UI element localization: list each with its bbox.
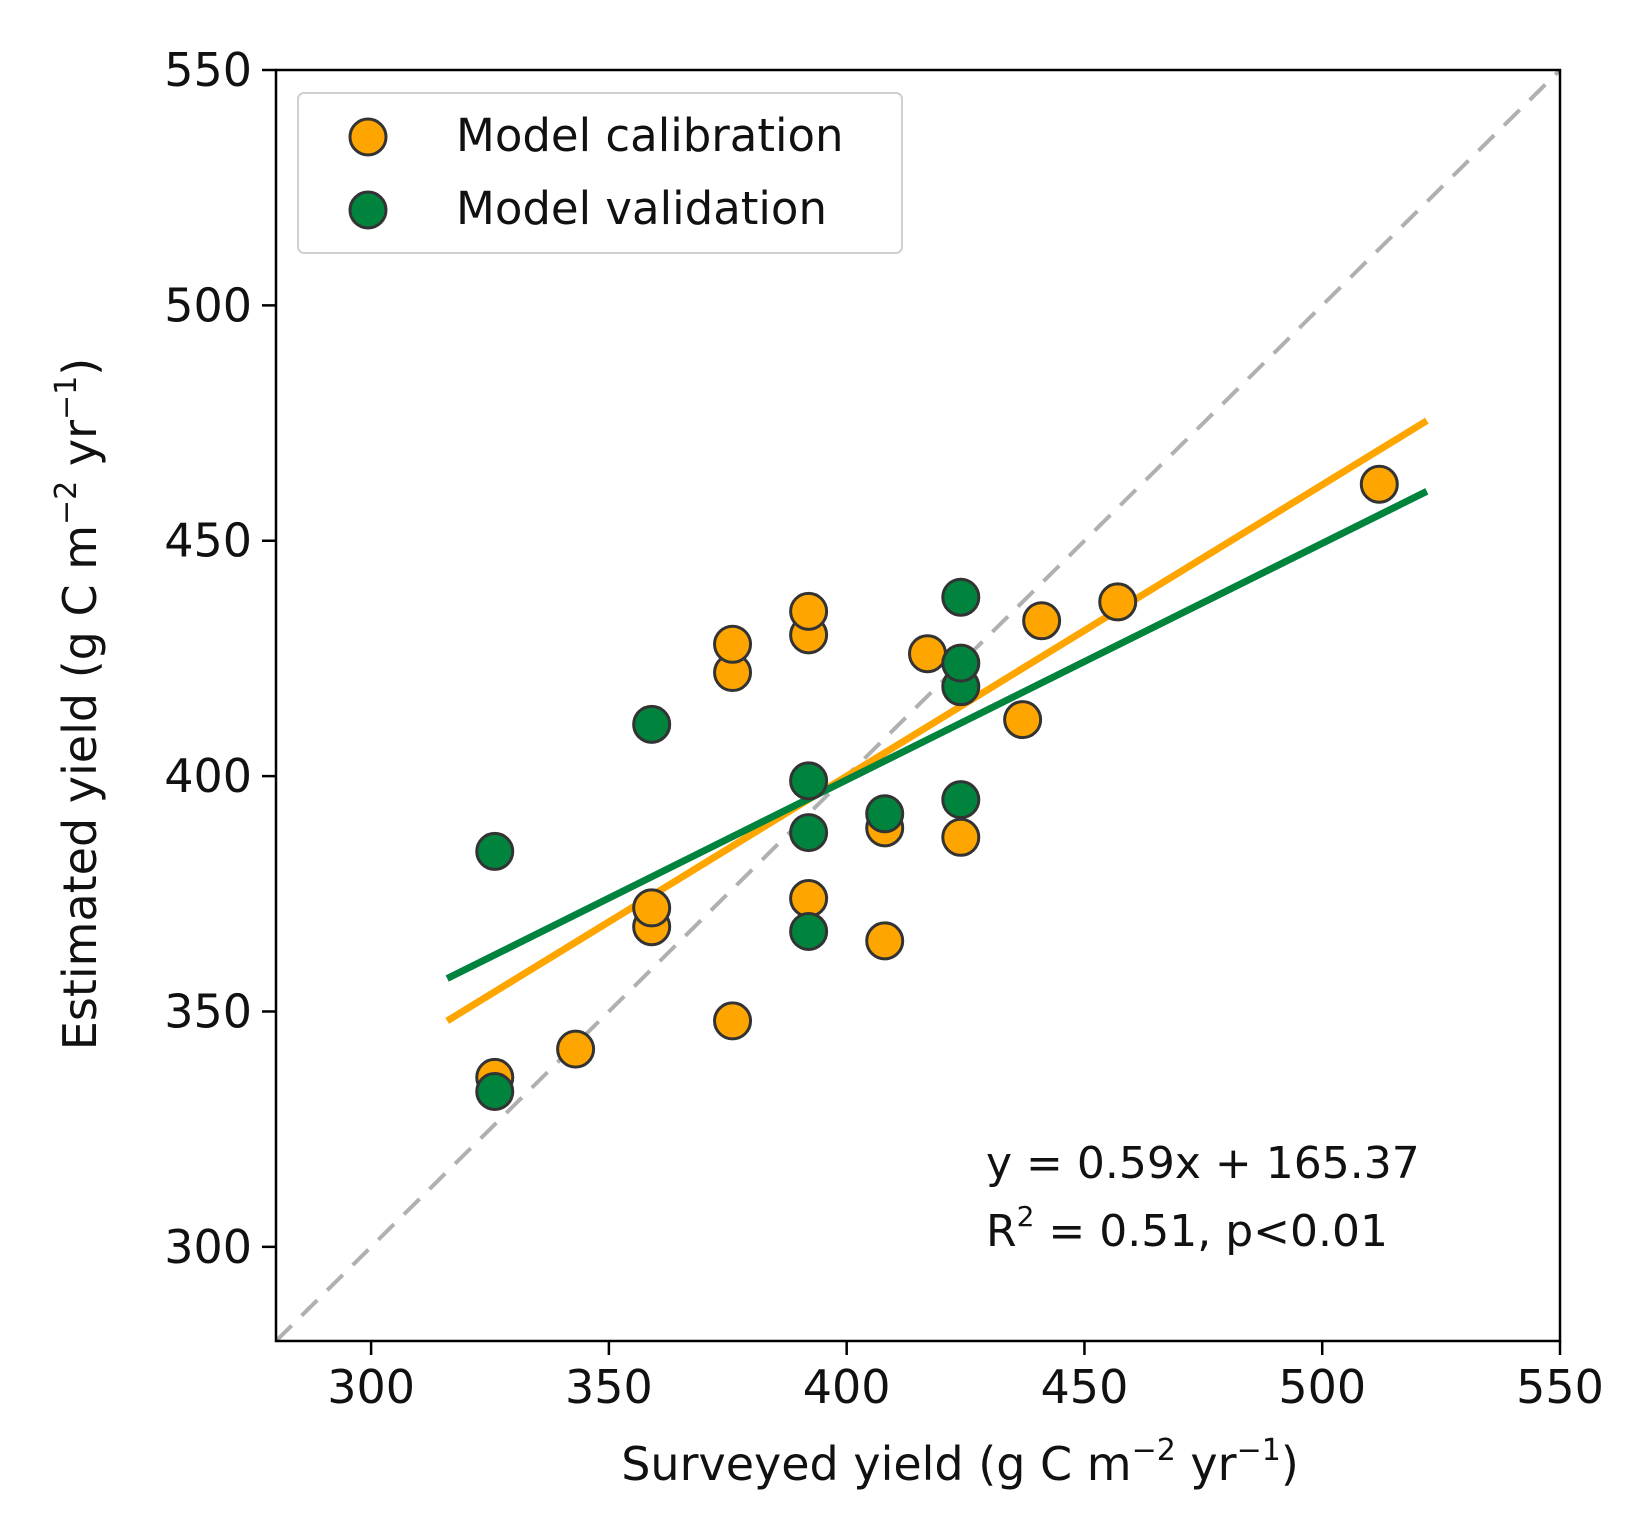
x-tick-label: 550 <box>1516 1360 1604 1414</box>
calibration-point <box>789 591 829 631</box>
calibration-point <box>1098 582 1138 622</box>
y-axis-label-m-exponent: −2 <box>49 481 84 525</box>
calibration-point <box>789 879 829 919</box>
x-tick-label: 500 <box>1278 1360 1366 1414</box>
r2-prefix: R <box>986 1206 1017 1257</box>
y-axis-label: Estimated yield (g C m−2 yr−1) <box>49 358 107 1050</box>
x-axis-label-yr-exponent: −1 <box>1237 1433 1281 1468</box>
x-axis-label: Surveyed yield (g C m−2 yr−1) <box>621 1433 1299 1491</box>
calibration-point <box>1022 601 1062 641</box>
validation-point <box>475 1072 515 1112</box>
legend-marker-calibration <box>348 117 388 157</box>
validation-point <box>941 643 981 683</box>
legend-marker-validation <box>348 190 388 230</box>
calibration-point <box>865 921 905 961</box>
x-tick-label: 300 <box>327 1360 415 1414</box>
x-tick-label: 400 <box>803 1360 891 1414</box>
regression-equation: y = 0.59x + 165.37 <box>986 1138 1420 1189</box>
calibration-point <box>941 817 981 857</box>
axis-ticks: 300 350 400 450 500 550 300 350 400 450 500 550 <box>164 43 1604 1414</box>
x-axis-label-close: ) <box>1281 1437 1299 1491</box>
x-axis-label-yr: yr <box>1176 1437 1237 1491</box>
y-tick-label: 450 <box>164 514 252 568</box>
y-tick-label: 350 <box>164 984 252 1038</box>
calibration-point <box>908 634 948 674</box>
one-to-one-reference-line <box>274 68 1562 1343</box>
validation-fit-line <box>445 488 1429 982</box>
legend-box <box>297 92 903 254</box>
x-tick-label: 350 <box>565 1360 653 1414</box>
validation-point <box>941 780 981 820</box>
x-axis-label-main: Surveyed yield (g C m <box>621 1437 1131 1491</box>
r2-exponent: 2 <box>1017 1200 1035 1233</box>
calibration-point <box>1359 464 1399 504</box>
y-axis-label-close: ) <box>53 358 107 376</box>
y-axis-label-yr-exponent: −1 <box>49 376 84 420</box>
y-tick-label: 550 <box>164 43 252 97</box>
calibration-fit-line <box>445 417 1429 1024</box>
calibration-point <box>713 624 753 664</box>
x-axis-label-m-exponent: −2 <box>1132 1433 1176 1468</box>
data-points <box>475 464 1399 1112</box>
legend: Model calibration Model validation <box>297 92 903 254</box>
plot-frame <box>274 68 1562 1343</box>
calibration-point <box>556 1029 596 1069</box>
calibration-point <box>713 1001 753 1041</box>
y-tick-label: 400 <box>164 749 252 803</box>
legend-label-validation: Model validation <box>456 182 827 235</box>
validation-point <box>865 794 905 834</box>
validation-point <box>632 704 672 744</box>
x-tick-label: 450 <box>1041 1360 1129 1414</box>
validation-point <box>475 831 515 871</box>
y-axis-label-yr: yr <box>53 420 107 481</box>
validation-point <box>789 761 829 801</box>
y-tick-label: 300 <box>164 1220 252 1274</box>
y-axis-label-main: Estimated yield (g C m <box>53 525 107 1050</box>
validation-point <box>941 577 981 617</box>
regression-annotation: y = 0.59x + 165.37 R2 = 0.51, p<0.01 <box>986 1138 1420 1257</box>
validation-point <box>789 911 829 951</box>
y-tick-label: 500 <box>164 278 252 332</box>
calibration-point <box>632 888 672 928</box>
calibration-point <box>1003 700 1043 740</box>
validation-point <box>789 813 829 853</box>
legend-label-calibration: Model calibration <box>456 109 844 162</box>
r2-rest: = 0.51, p<0.01 <box>1034 1206 1388 1257</box>
regression-stats: R2 = 0.51, p<0.01 <box>986 1200 1388 1257</box>
